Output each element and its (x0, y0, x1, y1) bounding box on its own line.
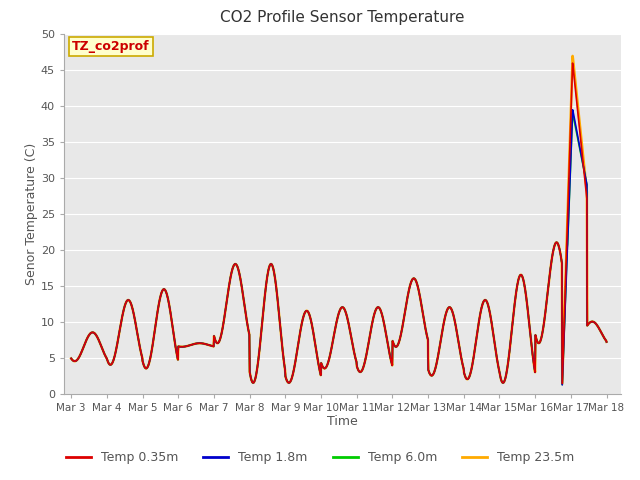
Text: TZ_co2prof: TZ_co2prof (72, 40, 150, 53)
Y-axis label: Senor Temperature (C): Senor Temperature (C) (25, 143, 38, 285)
Legend: Temp 0.35m, Temp 1.8m, Temp 6.0m, Temp 23.5m: Temp 0.35m, Temp 1.8m, Temp 6.0m, Temp 2… (61, 446, 579, 469)
X-axis label: Time: Time (327, 415, 358, 429)
Title: CO2 Profile Sensor Temperature: CO2 Profile Sensor Temperature (220, 11, 465, 25)
